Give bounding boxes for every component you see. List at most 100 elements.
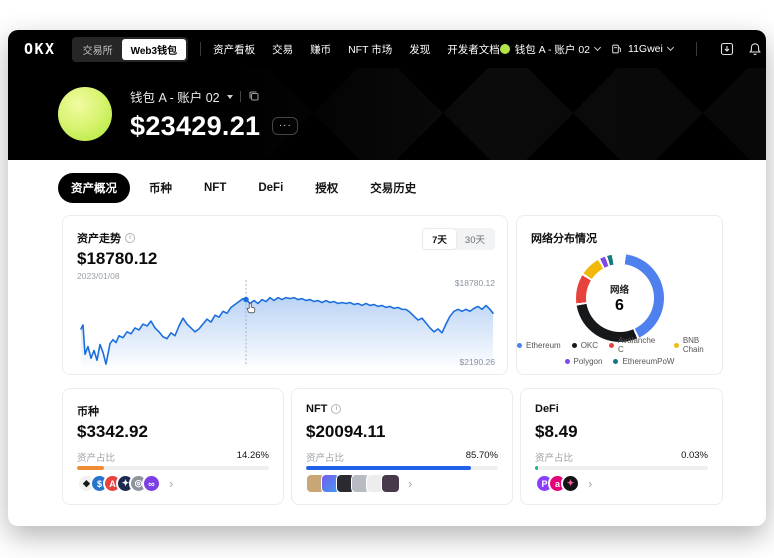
trend-amount: $18780.12: [77, 249, 158, 268]
asset-trend-card: 资产走势 i 7天 30天 $18780.12 2023/01/08 $1878…: [62, 215, 508, 375]
defi-icon-row: P a ✦ ›: [535, 474, 592, 493]
coins-summary-card[interactable]: 币种 $3342.92 资产占比 14.26% ◆ $ A ✦ ◎ ∞ ›: [62, 388, 284, 505]
coins-progress-track: [77, 466, 269, 470]
menu-item-dev-docs[interactable]: 开发者文档: [447, 43, 500, 56]
nft-thumbnail: [381, 474, 400, 493]
info-icon[interactable]: i: [331, 404, 342, 414]
bnb-dot-icon: [673, 342, 679, 348]
menu-item-trade[interactable]: 交易: [272, 43, 294, 56]
coins-ratio-label: 资产占比: [77, 453, 116, 464]
legend-item-ethereum[interactable]: Ethereum: [517, 336, 561, 354]
legend-item-bnb-chain[interactable]: BNB Chain: [673, 336, 722, 354]
defi-summary-card[interactable]: DeFi $8.49 资产占比 0.03% P a ✦ ›: [520, 388, 723, 505]
balance-row: $23429.21 ···: [130, 110, 299, 142]
nft-amount: $20094.11: [306, 422, 386, 441]
defi-progress-track: [535, 466, 708, 470]
tab-nft[interactable]: NFT: [204, 182, 227, 194]
toggle-web3-wallet[interactable]: Web3钱包: [121, 38, 187, 60]
tab-asset-overview[interactable]: 资产概况: [58, 173, 130, 203]
trend-chart-svg: [80, 280, 494, 370]
range-7d-button[interactable]: 7天: [423, 229, 456, 249]
notification-bell-icon[interactable]: [748, 42, 762, 56]
nav-right: 钱包 A - 账户 02 11Gwei: [499, 42, 766, 57]
gas-pump-icon: [612, 44, 621, 54]
chevron-right-icon[interactable]: ›: [408, 476, 413, 491]
defi-protocol-icon-3: ✦: [561, 474, 580, 493]
avalanche-dot-icon: [609, 342, 615, 348]
menu-item-nft-market[interactable]: NFT 市场: [348, 43, 393, 56]
menu-item-assets-board[interactable]: 资产看板: [213, 43, 256, 56]
wallet-name[interactable]: 钱包 A - 账户 02: [130, 90, 220, 105]
legend-item-polygon[interactable]: Polygon: [564, 357, 602, 366]
tab-defi[interactable]: DeFi: [258, 182, 284, 194]
donut-center: 网络 6: [576, 254, 664, 342]
nav-divider: [200, 42, 202, 56]
gas-price-label: 11Gwei: [628, 43, 663, 55]
wallet-info: 钱包 A - 账户 02 $23429.21 ···: [130, 87, 299, 142]
chevron-down-icon: [593, 43, 602, 52]
menu-item-earn[interactable]: 赚币: [310, 43, 332, 56]
defi-ratio-label: 资产占比: [535, 453, 574, 464]
caret-down-icon[interactable]: [226, 94, 233, 102]
coins-progress-fill: [77, 466, 105, 470]
crosshair-dot: [243, 296, 249, 303]
okc-dot-icon: [571, 342, 577, 348]
account-label: 钱包 A - 账户 02: [514, 43, 591, 56]
legend-item-okc[interactable]: OKC: [571, 336, 598, 354]
tab-coins[interactable]: 币种: [149, 183, 172, 195]
network-donut-chart[interactable]: 网络 6: [575, 254, 664, 342]
polygon-dot-icon: [564, 359, 570, 364]
account-selector[interactable]: 钱包 A - 账户 02: [499, 42, 602, 57]
chevron-right-icon[interactable]: ›: [169, 476, 174, 491]
trend-area: [81, 297, 493, 370]
chart-max-label: $18780.12: [454, 278, 495, 288]
nft-card-title: NFT: [306, 403, 328, 415]
top-nav: OKX 交易所 Web3钱包 资产看板 交易 赚币 NFT 市场 发现 开发者文…: [8, 30, 766, 68]
nft-ratio-label: 资产占比: [306, 453, 345, 464]
defi-progress-fill: [535, 466, 538, 470]
wallet-avatar[interactable]: [58, 87, 112, 141]
download-icon[interactable]: [720, 42, 734, 56]
gas-price-selector[interactable]: 11Gwei: [611, 43, 674, 55]
hero-divider: [239, 90, 241, 102]
okx-logo[interactable]: OKX: [24, 40, 56, 58]
defi-amount: $8.49: [535, 422, 578, 441]
toggle-exchange[interactable]: 交易所: [82, 45, 113, 57]
nav-divider: [695, 42, 697, 56]
total-balance: $23429.21: [130, 110, 261, 141]
cursor-hand-icon: [246, 302, 256, 314]
legend-item-ethereumpow[interactable]: EthereumPoW: [613, 357, 674, 366]
section-tabs: 资产概况 币种 NFT DeFi 授权 交易历史: [8, 160, 766, 212]
dashboard-content: 资产走势 i 7天 30天 $18780.12 2023/01/08 $1878…: [8, 212, 766, 505]
chevron-right-icon[interactable]: ›: [588, 476, 593, 491]
network-card-title: 网络分布情况: [531, 233, 597, 245]
nft-progress-track: [306, 466, 498, 470]
trend-line: [80, 296, 494, 365]
legend-item-avalanche[interactable]: Avalanche C: [609, 336, 663, 354]
okx-web3-wallet-window: OKX 交易所 Web3钱包 资产看板 交易 赚币 NFT 市场 发现 开发者文…: [8, 30, 766, 526]
nft-progress-fill: [306, 466, 471, 470]
info-icon[interactable]: i: [125, 233, 135, 243]
exchange-wallet-toggle: 交易所 Web3钱包: [71, 36, 189, 62]
trend-card-title-row: 资产走势 i: [77, 230, 135, 246]
more-actions-button[interactable]: ···: [272, 117, 299, 135]
nft-summary-card[interactable]: NFT i $20094.11 资产占比 85.70%: [291, 388, 513, 505]
ethereum-dot-icon: [517, 342, 522, 348]
nav-menu: 资产看板 交易 赚币 NFT 市场 发现 开发者文档: [213, 42, 500, 57]
copy-address-icon[interactable]: [248, 90, 260, 102]
defi-percent: 0.03%: [681, 450, 708, 461]
tab-authorizations[interactable]: 授权: [315, 183, 339, 195]
nav-icon-group: [720, 42, 766, 56]
trend-chart[interactable]: [75, 280, 499, 370]
coins-amount: $3342.92: [77, 422, 148, 441]
range-30d-button[interactable]: 30天: [464, 235, 485, 246]
tab-history[interactable]: 交易历史: [370, 183, 417, 195]
wallet-hero: 钱包 A - 账户 02 $23429.21 ···: [8, 68, 766, 160]
trend-card-title: 资产走势: [77, 233, 121, 245]
ethereumpow-dot-icon: [613, 359, 619, 364]
defi-card-title: DeFi: [535, 403, 559, 415]
donut-center-value: 6: [615, 296, 624, 314]
menu-item-discover[interactable]: 发现: [409, 43, 431, 56]
network-legend: Ethereum OKC Avalanche C: [517, 336, 722, 366]
